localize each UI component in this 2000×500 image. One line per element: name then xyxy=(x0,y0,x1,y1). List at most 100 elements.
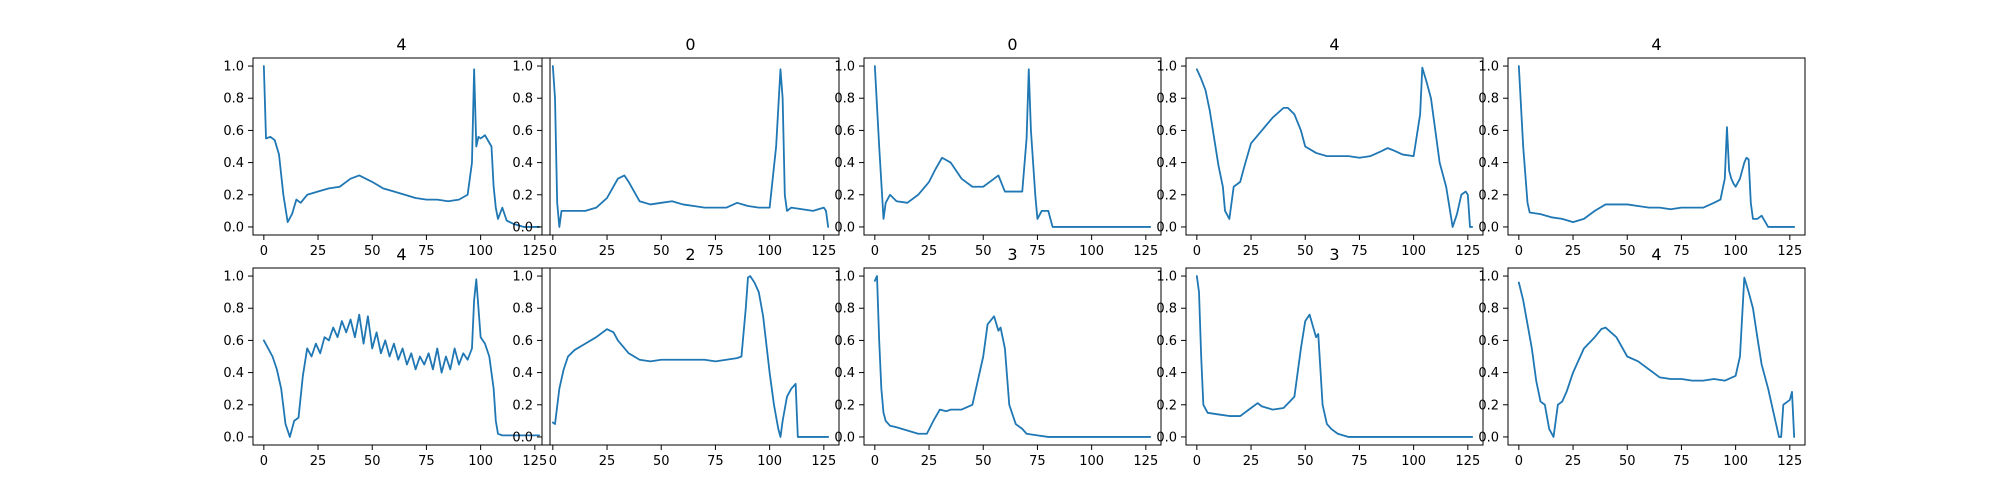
x-tick-label: 75 xyxy=(418,244,435,259)
x-tick-label: 25 xyxy=(599,244,616,259)
x-tick-label: 0 xyxy=(1515,244,1523,259)
x-tick-label: 50 xyxy=(975,454,992,469)
y-tick-label: 0.4 xyxy=(834,156,855,171)
y-tick-label: 0.6 xyxy=(1156,334,1177,349)
y-tick-label: 0.4 xyxy=(512,366,533,381)
y-tick-label: 0.2 xyxy=(834,188,855,203)
y-tick-label: 1.0 xyxy=(512,60,533,75)
x-tick-label: 75 xyxy=(418,454,435,469)
y-tick-label: 0.6 xyxy=(1156,124,1177,139)
axes-frame xyxy=(863,267,1162,446)
axes-frame xyxy=(252,267,551,446)
y-tick-label: 0.4 xyxy=(1156,366,1177,381)
y-tick-label: 0.2 xyxy=(1156,188,1177,203)
subplot-6: 0 25 50 75 100 125 0.0 0.2 0.4 0.6 0.8 1.0 4 xyxy=(223,245,551,469)
y-tick-label: 0.8 xyxy=(834,92,855,107)
subplot-title: 4 xyxy=(396,35,406,54)
y-tick-label: 0.0 xyxy=(1156,220,1177,235)
series-line xyxy=(551,275,830,438)
y-tick-label: 0.0 xyxy=(1156,430,1177,445)
x-tick-label: 25 xyxy=(310,244,327,259)
x-tick-label: 0 xyxy=(549,454,557,469)
y-tick-label: 1.0 xyxy=(512,270,533,285)
x-tick-label: 25 xyxy=(921,454,938,469)
x-tick-label: 50 xyxy=(1297,244,1314,259)
y-tick-label: 0.6 xyxy=(512,124,533,139)
y-tick-label: 0.0 xyxy=(223,430,244,445)
y-tick-label: 0.2 xyxy=(1156,398,1177,413)
x-tick-label: 125 xyxy=(522,244,547,259)
y-tick-label: 0.4 xyxy=(1478,156,1499,171)
y-tick-label: 1.0 xyxy=(223,270,244,285)
subplot-title: 0 xyxy=(1007,35,1017,54)
y-tick-label: 0.2 xyxy=(512,188,533,203)
x-tick-label: 125 xyxy=(1455,244,1480,259)
x-tick-label: 75 xyxy=(707,244,724,259)
x-tick-label: 0 xyxy=(1193,454,1201,469)
y-tick-label: 0.6 xyxy=(223,334,244,349)
subplot-7: 0 25 50 75 100 125 0.0 0.2 0.4 0.6 0.8 1.0 2 xyxy=(512,245,840,469)
y-tick-label: 0.6 xyxy=(1478,334,1499,349)
y-tick-label: 0.6 xyxy=(834,334,855,349)
y-tick-label: 0.0 xyxy=(1478,220,1499,235)
x-tick-label: 75 xyxy=(707,454,724,469)
x-tick-label: 50 xyxy=(1619,244,1636,259)
subplot-title: 4 xyxy=(1651,35,1661,54)
y-tick-label: 0.6 xyxy=(223,124,244,139)
subplot-4: 0 25 50 75 100 125 0.0 0.2 0.4 0.6 0.8 1.0 4 xyxy=(1156,35,1484,259)
y-tick-label: 0.4 xyxy=(1478,366,1499,381)
x-tick-label: 50 xyxy=(364,244,381,259)
x-tick-label: 0 xyxy=(871,454,879,469)
x-tick-label: 50 xyxy=(653,454,670,469)
y-tick-label: 1.0 xyxy=(1156,60,1177,75)
subplot-title: 4 xyxy=(1651,245,1661,264)
x-tick-label: 25 xyxy=(310,454,327,469)
y-tick-label: 1.0 xyxy=(1156,270,1177,285)
subplot-9: 0 25 50 75 100 125 0.0 0.2 0.4 0.6 0.8 1.0 3 xyxy=(1156,245,1484,469)
series-line xyxy=(262,278,541,438)
y-tick-label: 0.0 xyxy=(834,430,855,445)
y-tick-label: 0.4 xyxy=(1156,156,1177,171)
series-line xyxy=(873,275,1152,438)
subplot-title: 4 xyxy=(396,245,406,264)
y-tick-label: 0.8 xyxy=(1156,302,1177,317)
y-tick-label: 0.8 xyxy=(512,302,533,317)
y-tick-label: 0.4 xyxy=(834,366,855,381)
x-tick-label: 25 xyxy=(1243,244,1260,259)
x-tick-label: 50 xyxy=(1619,454,1636,469)
x-tick-label: 0 xyxy=(1515,454,1523,469)
x-tick-label: 25 xyxy=(921,244,938,259)
x-tick-label: 0 xyxy=(260,454,268,469)
x-tick-label: 100 xyxy=(1079,244,1104,259)
y-tick-label: 0.2 xyxy=(223,188,244,203)
y-tick-label: 0.2 xyxy=(1478,398,1499,413)
subplot-5: 0 25 50 75 100 125 0.0 0.2 0.4 0.6 0.8 1.0 4 xyxy=(1478,35,1806,259)
series-line xyxy=(1195,66,1474,228)
y-tick-label: 1.0 xyxy=(1478,60,1499,75)
y-tick-label: 0.0 xyxy=(512,430,533,445)
x-tick-label: 75 xyxy=(1351,454,1368,469)
subplot-2: 0 25 50 75 100 125 0.0 0.2 0.4 0.6 0.8 1.0 0 xyxy=(512,35,840,259)
x-tick-label: 100 xyxy=(1401,244,1426,259)
y-tick-label: 0.0 xyxy=(223,220,244,235)
x-tick-label: 0 xyxy=(871,244,879,259)
x-tick-label: 0 xyxy=(260,244,268,259)
x-tick-label: 0 xyxy=(549,244,557,259)
x-tick-label: 125 xyxy=(811,454,836,469)
x-tick-label: 50 xyxy=(975,244,992,259)
x-tick-label: 50 xyxy=(364,454,381,469)
y-tick-label: 0.8 xyxy=(223,92,244,107)
x-tick-label: 125 xyxy=(1777,244,1802,259)
x-tick-label: 50 xyxy=(653,244,670,259)
x-tick-label: 125 xyxy=(1777,454,1802,469)
x-tick-label: 25 xyxy=(1565,454,1582,469)
x-tick-label: 50 xyxy=(1297,454,1314,469)
axes-frame xyxy=(541,267,840,446)
y-tick-label: 1.0 xyxy=(834,60,855,75)
axes-frame xyxy=(541,57,840,236)
subplot-title: 3 xyxy=(1007,245,1017,264)
y-tick-label: 0.2 xyxy=(223,398,244,413)
x-tick-label: 125 xyxy=(1455,454,1480,469)
y-tick-label: 0.8 xyxy=(223,302,244,317)
axes-frame xyxy=(252,57,551,236)
